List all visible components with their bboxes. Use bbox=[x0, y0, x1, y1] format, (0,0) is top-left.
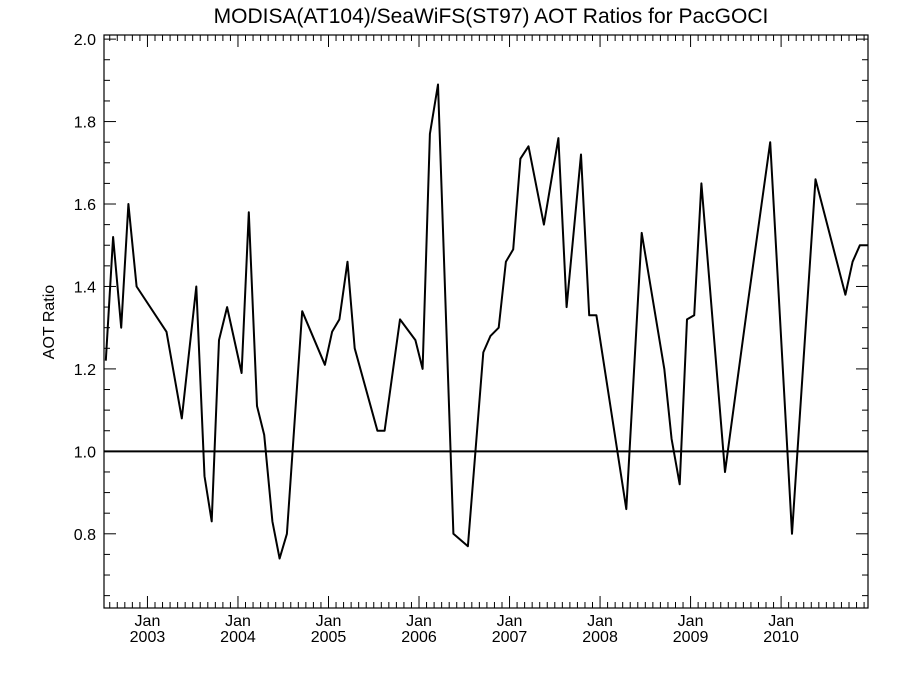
x-tick-month-label: Jan bbox=[316, 613, 342, 630]
x-tick-month-label: Jan bbox=[497, 613, 523, 630]
axis-ticks bbox=[104, 35, 868, 608]
y-tick-label: 0.8 bbox=[74, 527, 96, 544]
x-tick-month-label: Jan bbox=[678, 613, 704, 630]
series-line-aot-ratio bbox=[104, 83, 868, 560]
tick-labels: 0.81.01.21.41.61.82.0Jan2003Jan2004Jan20… bbox=[74, 32, 799, 646]
y-axis-label: AOT Ratio bbox=[41, 285, 58, 360]
y-tick-label: 1.0 bbox=[74, 444, 96, 461]
x-tick-year-label: 2003 bbox=[130, 629, 166, 646]
x-tick-month-label: Jan bbox=[406, 613, 432, 630]
y-tick-label: 1.4 bbox=[74, 279, 96, 296]
chart-title: MODISA(AT104)/SeaWiFS(ST97) AOT Ratios f… bbox=[214, 5, 769, 28]
x-tick-year-label: 2006 bbox=[401, 629, 437, 646]
y-tick-label: 1.6 bbox=[74, 197, 96, 214]
plot-frame bbox=[103, 34, 869, 609]
x-tick-month-label: Jan bbox=[587, 613, 613, 630]
x-tick-month-label: Jan bbox=[135, 613, 161, 630]
y-tick-label: 1.2 bbox=[74, 362, 96, 379]
x-tick-year-label: 2010 bbox=[763, 629, 799, 646]
x-tick-month-label: Jan bbox=[225, 613, 251, 630]
x-tick-year-label: 2007 bbox=[492, 629, 528, 646]
x-tick-year-label: 2008 bbox=[582, 629, 618, 646]
x-tick-year-label: 2004 bbox=[220, 629, 256, 646]
x-tick-year-label: 2005 bbox=[311, 629, 347, 646]
y-tick-label: 1.8 bbox=[74, 115, 96, 132]
y-tick-label: 2.0 bbox=[74, 32, 96, 49]
x-tick-month-label: Jan bbox=[768, 613, 794, 630]
x-tick-year-label: 2009 bbox=[673, 629, 709, 646]
